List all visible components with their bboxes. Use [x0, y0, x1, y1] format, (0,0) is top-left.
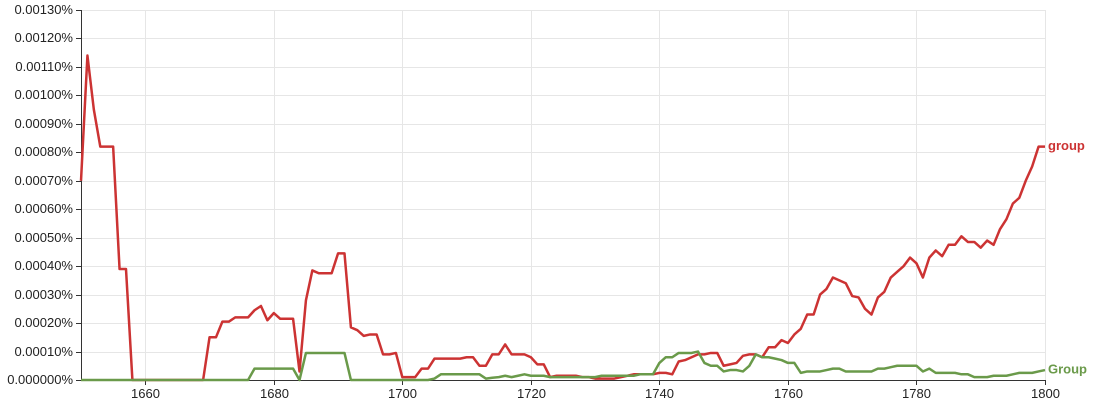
y-tick-label: 0.00020% [14, 315, 73, 330]
x-tick-label: 1720 [517, 386, 546, 401]
y-tick-label: 0.00120% [14, 30, 73, 45]
y-tick-label: 0.00060% [14, 201, 73, 216]
series-label-group: group [1048, 138, 1085, 153]
x-tick-label: 1680 [260, 386, 289, 401]
x-tick-label: 1740 [645, 386, 674, 401]
y-tick-label: 0.00130% [14, 2, 73, 17]
y-tick-label: 0.00040% [14, 258, 73, 273]
series-label-group: Group [1048, 361, 1087, 376]
series-line-group[interactable] [81, 350, 1046, 382]
series-lines [79, 54, 1046, 382]
x-tick-label: 1760 [774, 386, 803, 401]
x-tick-label: 1660 [131, 386, 160, 401]
y-tick-label: 0.00030% [14, 287, 73, 302]
y-tick-label: 0.00070% [14, 173, 73, 188]
x-tick-label: 1700 [388, 386, 417, 401]
y-tick-label: 0.00100% [14, 87, 73, 102]
tick-labels: 0.000000% 0.00010% 0.00020% 0.00030% 0.00040… [7, 2, 1060, 401]
y-tick-label: 0.00090% [14, 116, 73, 131]
y-tick-label: 0.000000% [7, 372, 73, 387]
x-tick-label: 1780 [902, 386, 931, 401]
series-labels: group Group [1048, 138, 1087, 376]
x-tick-label: 1800 [1031, 386, 1060, 401]
series-line-group[interactable] [79, 54, 1045, 382]
plot-area [81, 10, 1045, 380]
y-tick-label: 0.00110% [15, 59, 73, 74]
y-tick-label: 0.00050% [14, 230, 73, 245]
gridlines [81, 10, 1046, 380]
y-tick-label: 0.00080% [14, 144, 73, 159]
y-tick-label: 0.00010% [14, 344, 73, 359]
